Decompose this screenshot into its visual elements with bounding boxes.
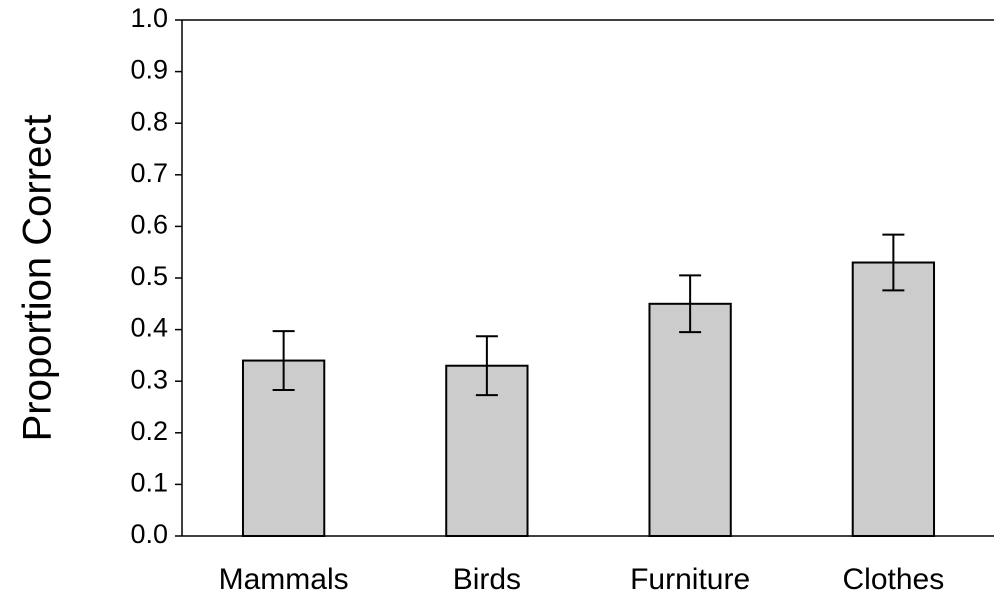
error-bar	[272, 330, 295, 391]
y-tick-label: 0.1	[130, 468, 168, 498]
bar	[851, 261, 936, 537]
y-tick-label: 0.2	[130, 416, 168, 446]
y-tick-label: 0.4	[130, 313, 168, 343]
x-tick-label: Clothes	[843, 563, 945, 596]
x-tick-label: Mammals	[219, 563, 349, 596]
y-axis-label: Proportion Correct	[16, 115, 60, 442]
y-tick-label: 0.0	[130, 519, 168, 549]
x-tick-label: Birds	[453, 563, 521, 596]
y-tick-label: 0.8	[130, 106, 168, 136]
bar	[648, 302, 732, 537]
x-tick-label: Furniture	[630, 563, 750, 596]
y-tick-label: 0.5	[130, 261, 168, 291]
error-bar	[882, 233, 905, 292]
y-tick-label: 0.3	[130, 364, 168, 394]
y-tick-label: 1.0	[130, 3, 168, 33]
y-tick-label: 0.7	[130, 158, 168, 188]
y-tick-label: 0.9	[130, 55, 168, 85]
y-tick-label: 0.6	[130, 210, 168, 240]
error-bar	[475, 335, 498, 397]
error-bar	[679, 274, 702, 334]
